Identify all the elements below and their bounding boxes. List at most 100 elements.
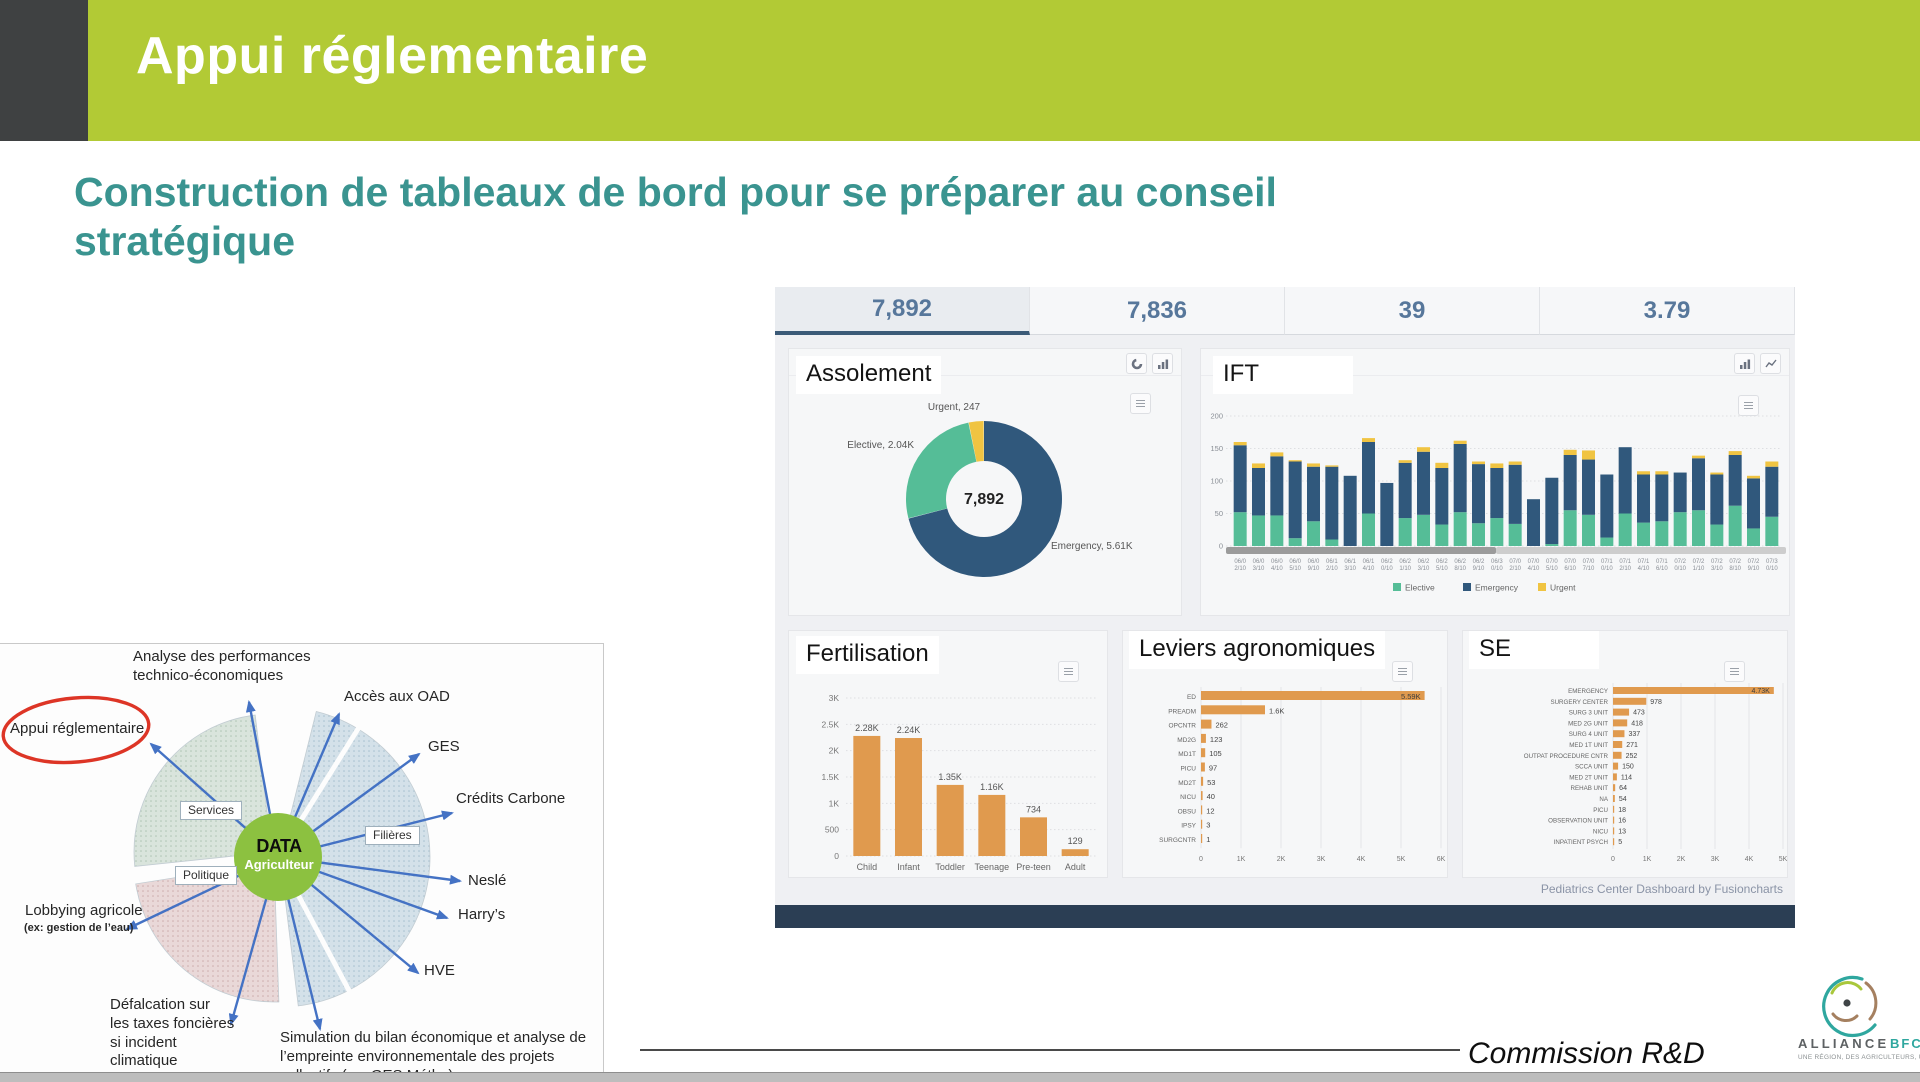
svg-text:1.16K: 1.16K [980, 782, 1004, 792]
svg-text:1.6K: 1.6K [1269, 706, 1284, 715]
svg-text:07/1: 07/1 [1619, 559, 1631, 565]
se-hbar-chart[interactable]: 0 1K 2K 3K 4K 5K EMERGENCY 4.73K SURGERY CENTER 9… [1463, 631, 1789, 879]
svg-text:5: 5 [1618, 839, 1622, 846]
svg-text:7,892: 7,892 [964, 491, 1004, 508]
chart-menu-button[interactable] [1392, 661, 1413, 682]
svg-text:5/10: 5/10 [1289, 566, 1301, 572]
chart-menu-button[interactable] [1058, 661, 1079, 682]
diagram-center-title: DATA [256, 836, 302, 856]
svg-text:06/2: 06/2 [1399, 559, 1411, 565]
svg-text:07/0: 07/0 [1546, 559, 1558, 565]
svg-text:1K: 1K [1643, 856, 1652, 863]
svg-text:4/10: 4/10 [1271, 566, 1283, 572]
svg-text:105: 105 [1209, 749, 1222, 758]
svg-text:SURGCNTR: SURGCNTR [1159, 837, 1196, 844]
kpi-tab-2[interactable]: 7,836 [1030, 287, 1285, 335]
svg-text:06/0: 06/0 [1253, 559, 1265, 565]
svg-text:06/2: 06/2 [1436, 559, 1448, 565]
menu-icon [1398, 668, 1407, 675]
svg-text:4/10: 4/10 [1638, 566, 1650, 572]
spoke-label-appui-reglementaire: Appui réglementaire [10, 720, 145, 737]
svg-text:5/10: 5/10 [1546, 566, 1558, 572]
svg-text:06/0: 06/0 [1308, 559, 1320, 565]
menu-icon [1744, 402, 1753, 409]
svg-text:473: 473 [1633, 710, 1645, 717]
diagram-center: DATA Agriculteur [233, 836, 325, 872]
svg-text:2/10: 2/10 [1234, 566, 1246, 572]
svg-text:114: 114 [1621, 774, 1632, 781]
svg-text:100: 100 [1210, 477, 1223, 486]
svg-text:18: 18 [1618, 807, 1626, 814]
header-bar [0, 0, 1920, 141]
svg-text:3: 3 [1206, 821, 1210, 830]
svg-text:3/10: 3/10 [1418, 566, 1430, 572]
kpi-tab-4[interactable]: 3.79 [1540, 287, 1795, 335]
svg-text:06/0: 06/0 [1234, 559, 1246, 565]
panel-head [789, 349, 1181, 376]
chart-menu-button[interactable] [1738, 395, 1759, 416]
logo-wordmark: ALLIANCE [1798, 1036, 1889, 1051]
svg-text:500: 500 [825, 825, 839, 835]
svg-text:Adult: Adult [1065, 862, 1086, 872]
svg-text:3K: 3K [1317, 856, 1326, 863]
svg-text:1/10: 1/10 [1693, 566, 1705, 572]
menu-icon [1136, 400, 1145, 407]
bottom-strip [0, 1072, 1920, 1082]
svg-text:0: 0 [834, 851, 839, 861]
svg-text:07/1: 07/1 [1601, 559, 1613, 565]
dashboard-footer-bar [775, 905, 1795, 928]
svg-text:734: 734 [1026, 804, 1041, 814]
svg-text:2.5K: 2.5K [822, 719, 840, 729]
panel-title-se: SE [1469, 631, 1599, 669]
spoke-label-nesle: Neslé [468, 872, 507, 889]
svg-text:3K: 3K [829, 693, 840, 703]
bar-chart-toggle-button[interactable] [1734, 353, 1755, 374]
line-chart-icon [1764, 359, 1777, 367]
logo-arc-brown [1864, 981, 1878, 1021]
svg-text:129: 129 [1068, 836, 1083, 846]
donut-chart-toggle-button[interactable] [1126, 353, 1147, 374]
svg-text:06/2: 06/2 [1454, 559, 1466, 565]
svg-text:MED 1T UNIT: MED 1T UNIT [1569, 742, 1608, 749]
chart-menu-button[interactable] [1724, 661, 1745, 682]
svg-text:5.59K: 5.59K [1401, 692, 1421, 701]
svg-text:9/10: 9/10 [1473, 566, 1485, 572]
svg-text:2/10: 2/10 [1509, 566, 1521, 572]
svg-text:06/3: 06/3 [1491, 559, 1503, 565]
kpi-tab-3[interactable]: 39 [1285, 287, 1540, 335]
svg-text:ED: ED [1187, 694, 1196, 701]
svg-text:SURG 4 UNIT: SURG 4 UNIT [1569, 731, 1608, 738]
svg-text:Pre-teen: Pre-teen [1016, 862, 1051, 872]
svg-text:4K: 4K [1357, 856, 1366, 863]
assolement-donut-chart[interactable]: Emergency, 5.61K Elective, 2.04K Urgent, 2… [789, 349, 1183, 617]
chart-menu-button[interactable] [1130, 393, 1151, 414]
ift-stacked-bar-chart[interactable]: 05010015020006/02/1006/03/1006/04/1006/0… [1201, 349, 1791, 617]
fertilisation-bar-chart[interactable]: 0 500 1K 1.5K 2K 2.5K 3K 2.28K Child 2.24K Infant 1… [789, 631, 1109, 879]
svg-text:SURGERY CENTER: SURGERY CENTER [1550, 699, 1608, 706]
svg-text:1K: 1K [829, 798, 840, 808]
kpi-tab-total[interactable]: 7,892 [775, 287, 1030, 335]
logo-tagline: UNE RÉGION, DES AGRICULTEURS, UN FUTUR [1798, 1052, 1920, 1061]
svg-text:06/2: 06/2 [1381, 559, 1393, 565]
line-chart-toggle-button[interactable] [1760, 353, 1781, 374]
panel-leviers: Leviers agronomiques 0 1K 2K 3K 4K 5K 6K ED 5.59… [1122, 630, 1448, 878]
svg-text:0: 0 [1199, 856, 1203, 863]
panel-ift: IFT 0 50 100 150 200 06/0 2/10 06/0 3/10 06/0 4/10… [1200, 348, 1790, 616]
svg-text:07/2: 07/2 [1748, 559, 1760, 565]
panel-title-assolement: Assolement [796, 356, 942, 394]
panel-se: SE 0 1K 2K 3K 4K 5K EMERGENCY 4.73K SURGERY CENT… [1462, 630, 1788, 878]
svg-text:0/10: 0/10 [1381, 566, 1393, 572]
svg-text:Teenage: Teenage [975, 862, 1010, 872]
bar-chart-toggle-button[interactable] [1152, 353, 1173, 374]
spoke-label-lobbying: Lobbying agricole [25, 902, 143, 919]
menu-icon [1064, 668, 1073, 675]
svg-text:3/10: 3/10 [1711, 566, 1723, 572]
svg-text:40: 40 [1207, 792, 1215, 801]
svg-text:MED 2G UNIT: MED 2G UNIT [1568, 720, 1608, 727]
svg-text:53: 53 [1207, 778, 1215, 787]
svg-text:NICU: NICU [1593, 828, 1608, 835]
leviers-hbar-chart[interactable]: 0 1K 2K 3K 4K 5K 6K ED 5.59K PREADM 1.6K OPCNTR 262 M… [1123, 631, 1449, 879]
svg-text:64: 64 [1619, 785, 1627, 792]
svg-text:07/2: 07/2 [1674, 559, 1686, 565]
